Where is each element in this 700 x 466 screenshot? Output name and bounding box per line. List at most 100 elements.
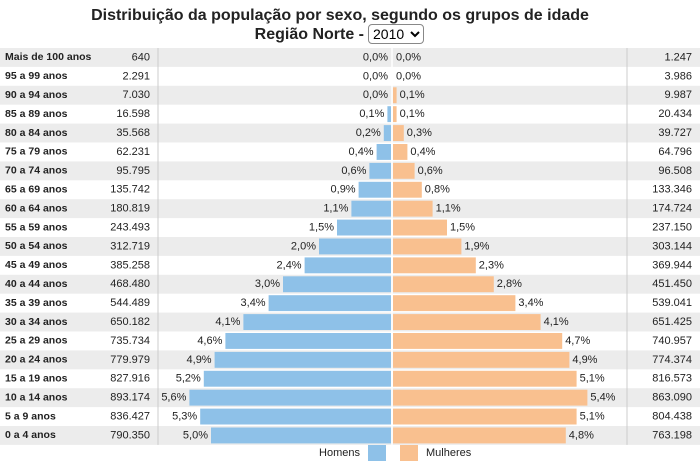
count-label: 312.719 bbox=[110, 240, 150, 252]
legend-swatch bbox=[368, 445, 386, 461]
count-label: 468.480 bbox=[110, 278, 150, 290]
count-label: 836.427 bbox=[110, 410, 150, 422]
bar bbox=[304, 257, 391, 274]
category-label: 80 a 84 anos bbox=[5, 127, 68, 139]
count-label: 62.231 bbox=[116, 146, 150, 158]
value-label: 0,1% bbox=[359, 108, 384, 120]
bar bbox=[393, 125, 404, 141]
count-label: 650.182 bbox=[110, 316, 150, 328]
value-label: 5,3% bbox=[172, 410, 197, 422]
count-label: 16.598 bbox=[116, 108, 150, 120]
bar bbox=[393, 181, 422, 198]
category-label: 0 a 4 anos bbox=[5, 429, 56, 441]
bar bbox=[393, 144, 408, 160]
value-label: 5,1% bbox=[580, 410, 605, 422]
value-label: 0,9% bbox=[331, 184, 356, 196]
value-label: 3,4% bbox=[518, 297, 543, 309]
value-label: 0,2% bbox=[356, 127, 381, 139]
bar bbox=[393, 333, 563, 349]
count-label: 451.450 bbox=[652, 278, 692, 290]
legend-swatch bbox=[400, 445, 418, 461]
category-label: 90 a 94 anos bbox=[5, 89, 68, 101]
year-select[interactable]: 2010 bbox=[368, 24, 424, 44]
value-label: 0,0% bbox=[396, 70, 421, 82]
bar bbox=[376, 144, 391, 160]
category-label: 95 a 99 anos bbox=[5, 70, 68, 82]
value-label: 4,7% bbox=[565, 335, 590, 347]
value-label: 2,0% bbox=[291, 240, 316, 252]
value-label: 1,1% bbox=[323, 203, 348, 215]
count-label: 95.795 bbox=[116, 165, 150, 177]
count-label: 651.425 bbox=[652, 316, 692, 328]
count-label: 174.724 bbox=[652, 203, 692, 215]
category-label: 60 a 64 anos bbox=[5, 202, 68, 214]
value-label: 0,3% bbox=[407, 127, 432, 139]
count-label: 539.041 bbox=[652, 297, 692, 309]
value-label: 0,0% bbox=[363, 70, 388, 82]
row-band bbox=[0, 123, 700, 143]
count-label: 827.916 bbox=[110, 373, 150, 385]
legend-label: Mulheres bbox=[426, 447, 472, 459]
bar bbox=[211, 427, 391, 444]
count-label: 35.568 bbox=[116, 127, 150, 139]
row-band bbox=[0, 85, 700, 105]
category-label: 35 a 39 anos bbox=[5, 297, 68, 309]
bar bbox=[225, 333, 391, 349]
count-label: 96.508 bbox=[658, 165, 692, 177]
row-band bbox=[0, 161, 700, 181]
bar bbox=[393, 276, 494, 293]
bar bbox=[393, 389, 588, 406]
count-label: 779.979 bbox=[110, 354, 150, 366]
count-label: 9.987 bbox=[664, 89, 692, 101]
value-label: 0,1% bbox=[400, 89, 425, 101]
bar bbox=[393, 238, 462, 255]
value-label: 5,0% bbox=[183, 429, 208, 441]
category-label: 75 a 79 anos bbox=[5, 146, 68, 158]
bar bbox=[393, 351, 570, 368]
value-label: 1,9% bbox=[464, 240, 489, 252]
count-label: 180.819 bbox=[110, 203, 150, 215]
count-label: 237.150 bbox=[652, 221, 692, 233]
category-label: 65 a 69 anos bbox=[5, 184, 68, 196]
bar bbox=[393, 87, 397, 104]
row-band bbox=[0, 199, 700, 219]
value-label: 0,4% bbox=[349, 146, 374, 158]
count-label: 790.350 bbox=[110, 429, 150, 441]
bar bbox=[369, 162, 391, 179]
bar bbox=[383, 125, 391, 141]
value-label: 4,1% bbox=[215, 316, 240, 328]
bar bbox=[393, 106, 397, 123]
bar bbox=[393, 162, 415, 179]
bar bbox=[393, 219, 447, 236]
value-label: 2,4% bbox=[277, 259, 302, 271]
row-band bbox=[0, 48, 700, 67]
category-label: 85 a 89 anos bbox=[5, 108, 68, 120]
count-label: 64.796 bbox=[658, 146, 692, 158]
category-label: 40 a 44 anos bbox=[5, 278, 68, 290]
count-label: 243.493 bbox=[110, 221, 150, 233]
chart-subtitle: Região Norte - bbox=[255, 26, 364, 43]
value-label: 4,9% bbox=[572, 354, 597, 366]
value-label: 0,0% bbox=[396, 51, 421, 63]
value-label: 5,2% bbox=[176, 373, 201, 385]
count-label: 893.174 bbox=[110, 392, 150, 404]
value-label: 4,1% bbox=[544, 316, 569, 328]
category-label: 25 a 29 anos bbox=[5, 335, 68, 347]
count-label: 3.986 bbox=[664, 70, 692, 82]
category-label: 10 a 14 anos bbox=[5, 391, 68, 403]
count-label: 763.198 bbox=[652, 429, 692, 441]
bar bbox=[387, 106, 391, 123]
count-label: 20.434 bbox=[658, 108, 692, 120]
category-label: 20 a 24 anos bbox=[5, 354, 68, 366]
bar bbox=[203, 370, 391, 387]
category-label: 55 a 59 anos bbox=[5, 221, 68, 233]
bar bbox=[214, 351, 391, 368]
value-label: 0,6% bbox=[341, 165, 366, 177]
bar bbox=[393, 314, 541, 330]
category-label: Mais de 100 anos bbox=[5, 51, 92, 63]
count-label: 39.727 bbox=[658, 127, 692, 139]
count-label: 303.144 bbox=[652, 240, 692, 252]
value-label: 5,1% bbox=[580, 373, 605, 385]
count-label: 369.944 bbox=[652, 259, 692, 271]
